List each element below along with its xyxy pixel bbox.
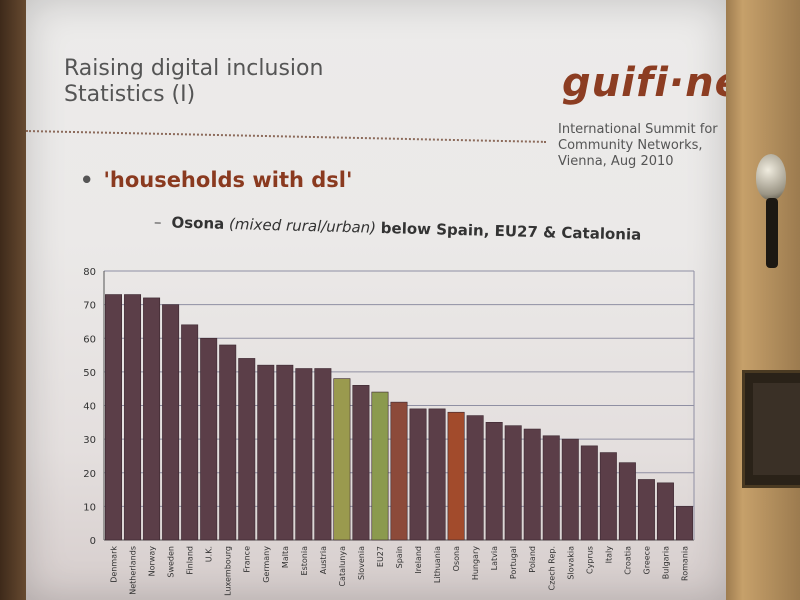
bar bbox=[352, 385, 370, 541]
bar bbox=[295, 368, 313, 541]
bar bbox=[143, 297, 161, 541]
bar bbox=[428, 408, 446, 541]
lamp-arm bbox=[766, 198, 778, 268]
x-tick-label: Portugal bbox=[509, 546, 518, 579]
bar bbox=[485, 422, 503, 541]
wall-lamp bbox=[752, 150, 796, 270]
x-tick-label: EU27 bbox=[376, 546, 385, 567]
x-tick-label: Malta bbox=[281, 546, 290, 568]
dash-icon: – bbox=[153, 213, 162, 232]
x-tick-label: Slovenia bbox=[357, 546, 366, 580]
x-tick-label: France bbox=[243, 546, 252, 573]
y-tick-label: 30 bbox=[83, 435, 96, 446]
sub-bullet: – Osona (mixed rural/urban) below Spain, … bbox=[154, 213, 642, 244]
bullet-dot-icon: • bbox=[80, 168, 94, 192]
y-tick-label: 80 bbox=[83, 267, 96, 278]
x-tick-label: Greece bbox=[642, 546, 651, 575]
x-tick-label: Czech Rep. bbox=[547, 546, 556, 590]
wall-right bbox=[718, 0, 800, 600]
x-tick-label: Sweden bbox=[167, 546, 176, 578]
x-tick-label: Poland bbox=[528, 546, 537, 573]
wall-left bbox=[0, 0, 30, 600]
bar bbox=[124, 294, 142, 541]
x-tick-label: Norway bbox=[148, 546, 157, 577]
x-tick-label: Bulgaria bbox=[661, 546, 670, 579]
bar bbox=[105, 294, 123, 541]
x-tick-label: Hungary bbox=[471, 546, 480, 580]
bar bbox=[675, 506, 693, 541]
y-tick-label: 40 bbox=[83, 402, 96, 413]
bar bbox=[390, 401, 408, 541]
bullet-point: • 'households with dsl' bbox=[80, 168, 352, 192]
wall-frame-inner bbox=[753, 383, 800, 475]
summit-line: International Summit for bbox=[558, 122, 718, 137]
bar bbox=[466, 415, 484, 541]
bar bbox=[314, 368, 332, 541]
bar bbox=[371, 391, 389, 541]
projection-screen: Raising digital inclusion Statistics (I)… bbox=[26, 0, 726, 600]
x-tick-label: Luxembourg bbox=[224, 546, 233, 596]
x-tick-label: Slovakia bbox=[566, 546, 575, 580]
bar bbox=[618, 462, 636, 541]
bar bbox=[162, 304, 180, 541]
x-tick-label: Finland bbox=[186, 546, 195, 575]
sub-bullet-lead: Osona bbox=[171, 213, 225, 233]
slide-title-line1: Raising digital inclusion bbox=[64, 56, 324, 81]
summit-caption: International Summit for Community Netwo… bbox=[558, 122, 718, 170]
summit-line: Vienna, Aug 2010 bbox=[558, 154, 674, 169]
x-tick-label: Latvia bbox=[490, 546, 499, 570]
guifi-logo: guifi·net bbox=[562, 60, 726, 106]
bar bbox=[333, 378, 351, 541]
x-tick-label: Spain bbox=[395, 546, 404, 568]
x-tick-label: Catalunya bbox=[338, 546, 347, 587]
bar bbox=[580, 445, 598, 541]
bar bbox=[447, 411, 465, 541]
bar bbox=[219, 344, 237, 541]
y-tick-label: 50 bbox=[83, 368, 96, 379]
x-tick-label: Croatia bbox=[623, 546, 632, 575]
bar bbox=[504, 425, 522, 541]
slide-title-line2: Statistics (I) bbox=[64, 82, 196, 107]
x-tick-label: Austria bbox=[319, 546, 328, 574]
x-tick-label: U.K. bbox=[205, 546, 214, 562]
summit-line: Community Networks, bbox=[558, 138, 703, 153]
bar bbox=[523, 428, 541, 541]
x-tick-label: Romania bbox=[680, 546, 689, 581]
y-tick-label: 60 bbox=[83, 334, 96, 345]
slide-title: Raising digital inclusion Statistics (I) bbox=[64, 56, 323, 108]
bar bbox=[409, 408, 427, 541]
y-tick-label: 70 bbox=[83, 301, 96, 312]
x-tick-label: Lithuania bbox=[433, 546, 442, 583]
bar bbox=[238, 358, 256, 541]
x-tick-label: Cyprus bbox=[585, 546, 594, 574]
bar bbox=[257, 364, 275, 541]
x-tick-label: Denmark bbox=[110, 546, 119, 583]
x-tick-label: Osona bbox=[452, 546, 461, 571]
sub-bullet-italic: (mixed rural/urban) bbox=[228, 214, 377, 237]
y-tick-label: 20 bbox=[83, 469, 96, 480]
bar bbox=[276, 364, 294, 541]
sub-bullet-rest: below Spain, EU27 & Catalonia bbox=[380, 218, 642, 244]
bar bbox=[181, 324, 199, 541]
bullet-text: 'households with dsl' bbox=[103, 168, 353, 192]
bar bbox=[542, 435, 560, 541]
x-tick-label: Italy bbox=[604, 546, 613, 564]
lamp-globe bbox=[756, 154, 786, 200]
bar bbox=[656, 482, 674, 541]
bar bbox=[561, 438, 579, 541]
wall-frame bbox=[742, 370, 800, 488]
y-tick-label: 0 bbox=[90, 536, 96, 547]
y-tick-label: 10 bbox=[83, 502, 96, 513]
x-tick-label: Estonia bbox=[300, 546, 309, 576]
x-tick-label: Germany bbox=[262, 546, 271, 583]
x-tick-label: Ireland bbox=[414, 546, 423, 574]
x-tick-label: Netherlands bbox=[129, 546, 138, 595]
title-divider bbox=[26, 130, 546, 143]
bar bbox=[200, 337, 218, 541]
households-dsl-chart: 0 10 20 30 40 50 60 70 80 Denmark Netherlands Norwa… bbox=[83, 267, 695, 596]
bar bbox=[599, 452, 617, 541]
bar bbox=[637, 479, 655, 541]
